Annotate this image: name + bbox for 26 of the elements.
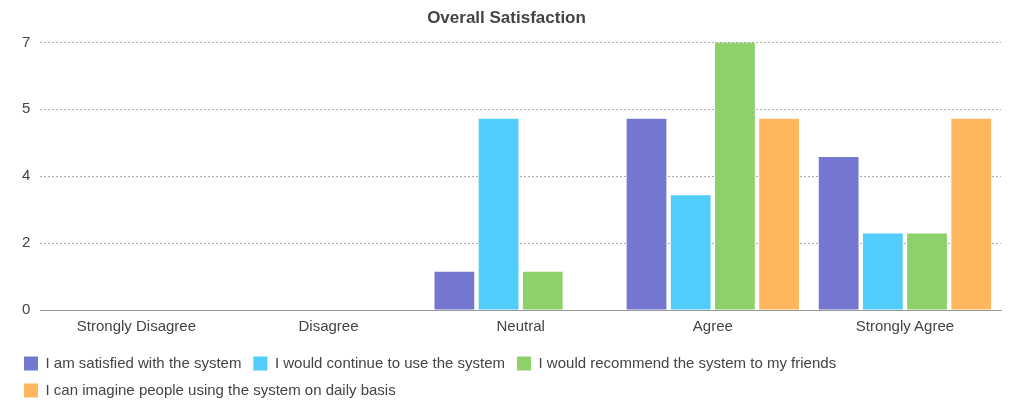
bar [626, 118, 667, 310]
y-tick-label: 4 [22, 166, 31, 184]
legend-label: I am satisfied with the system [45, 353, 242, 371]
x-tick-label: Strongly Agree [855, 317, 955, 335]
x-tick-label: Disagree [298, 317, 359, 335]
x-tick-label: Agree [692, 317, 733, 335]
chart-title: Overall Satisfaction [427, 7, 586, 27]
y-tick-label: 0 [22, 300, 31, 318]
bar [478, 118, 519, 310]
x-tick-label: Strongly Disagree [76, 317, 197, 335]
legend-label: I would recommend the system to my friends [538, 353, 837, 371]
bar [715, 42, 755, 310]
bar [818, 157, 859, 310]
bar [670, 195, 711, 310]
bar [862, 233, 903, 310]
y-tick-label: 7 [22, 32, 31, 50]
bar [951, 118, 992, 310]
bar [759, 118, 799, 310]
bar [907, 233, 947, 310]
bar [522, 271, 563, 310]
legend-label: I can imagine people using the system on daily basis [45, 380, 396, 398]
legend-label: I would continue to use the system [274, 353, 506, 371]
y-tick-label: 5 [22, 99, 31, 117]
y-tick-label: 2 [22, 233, 31, 251]
x-tick-label: Neutral [496, 317, 545, 335]
bar [434, 271, 475, 310]
